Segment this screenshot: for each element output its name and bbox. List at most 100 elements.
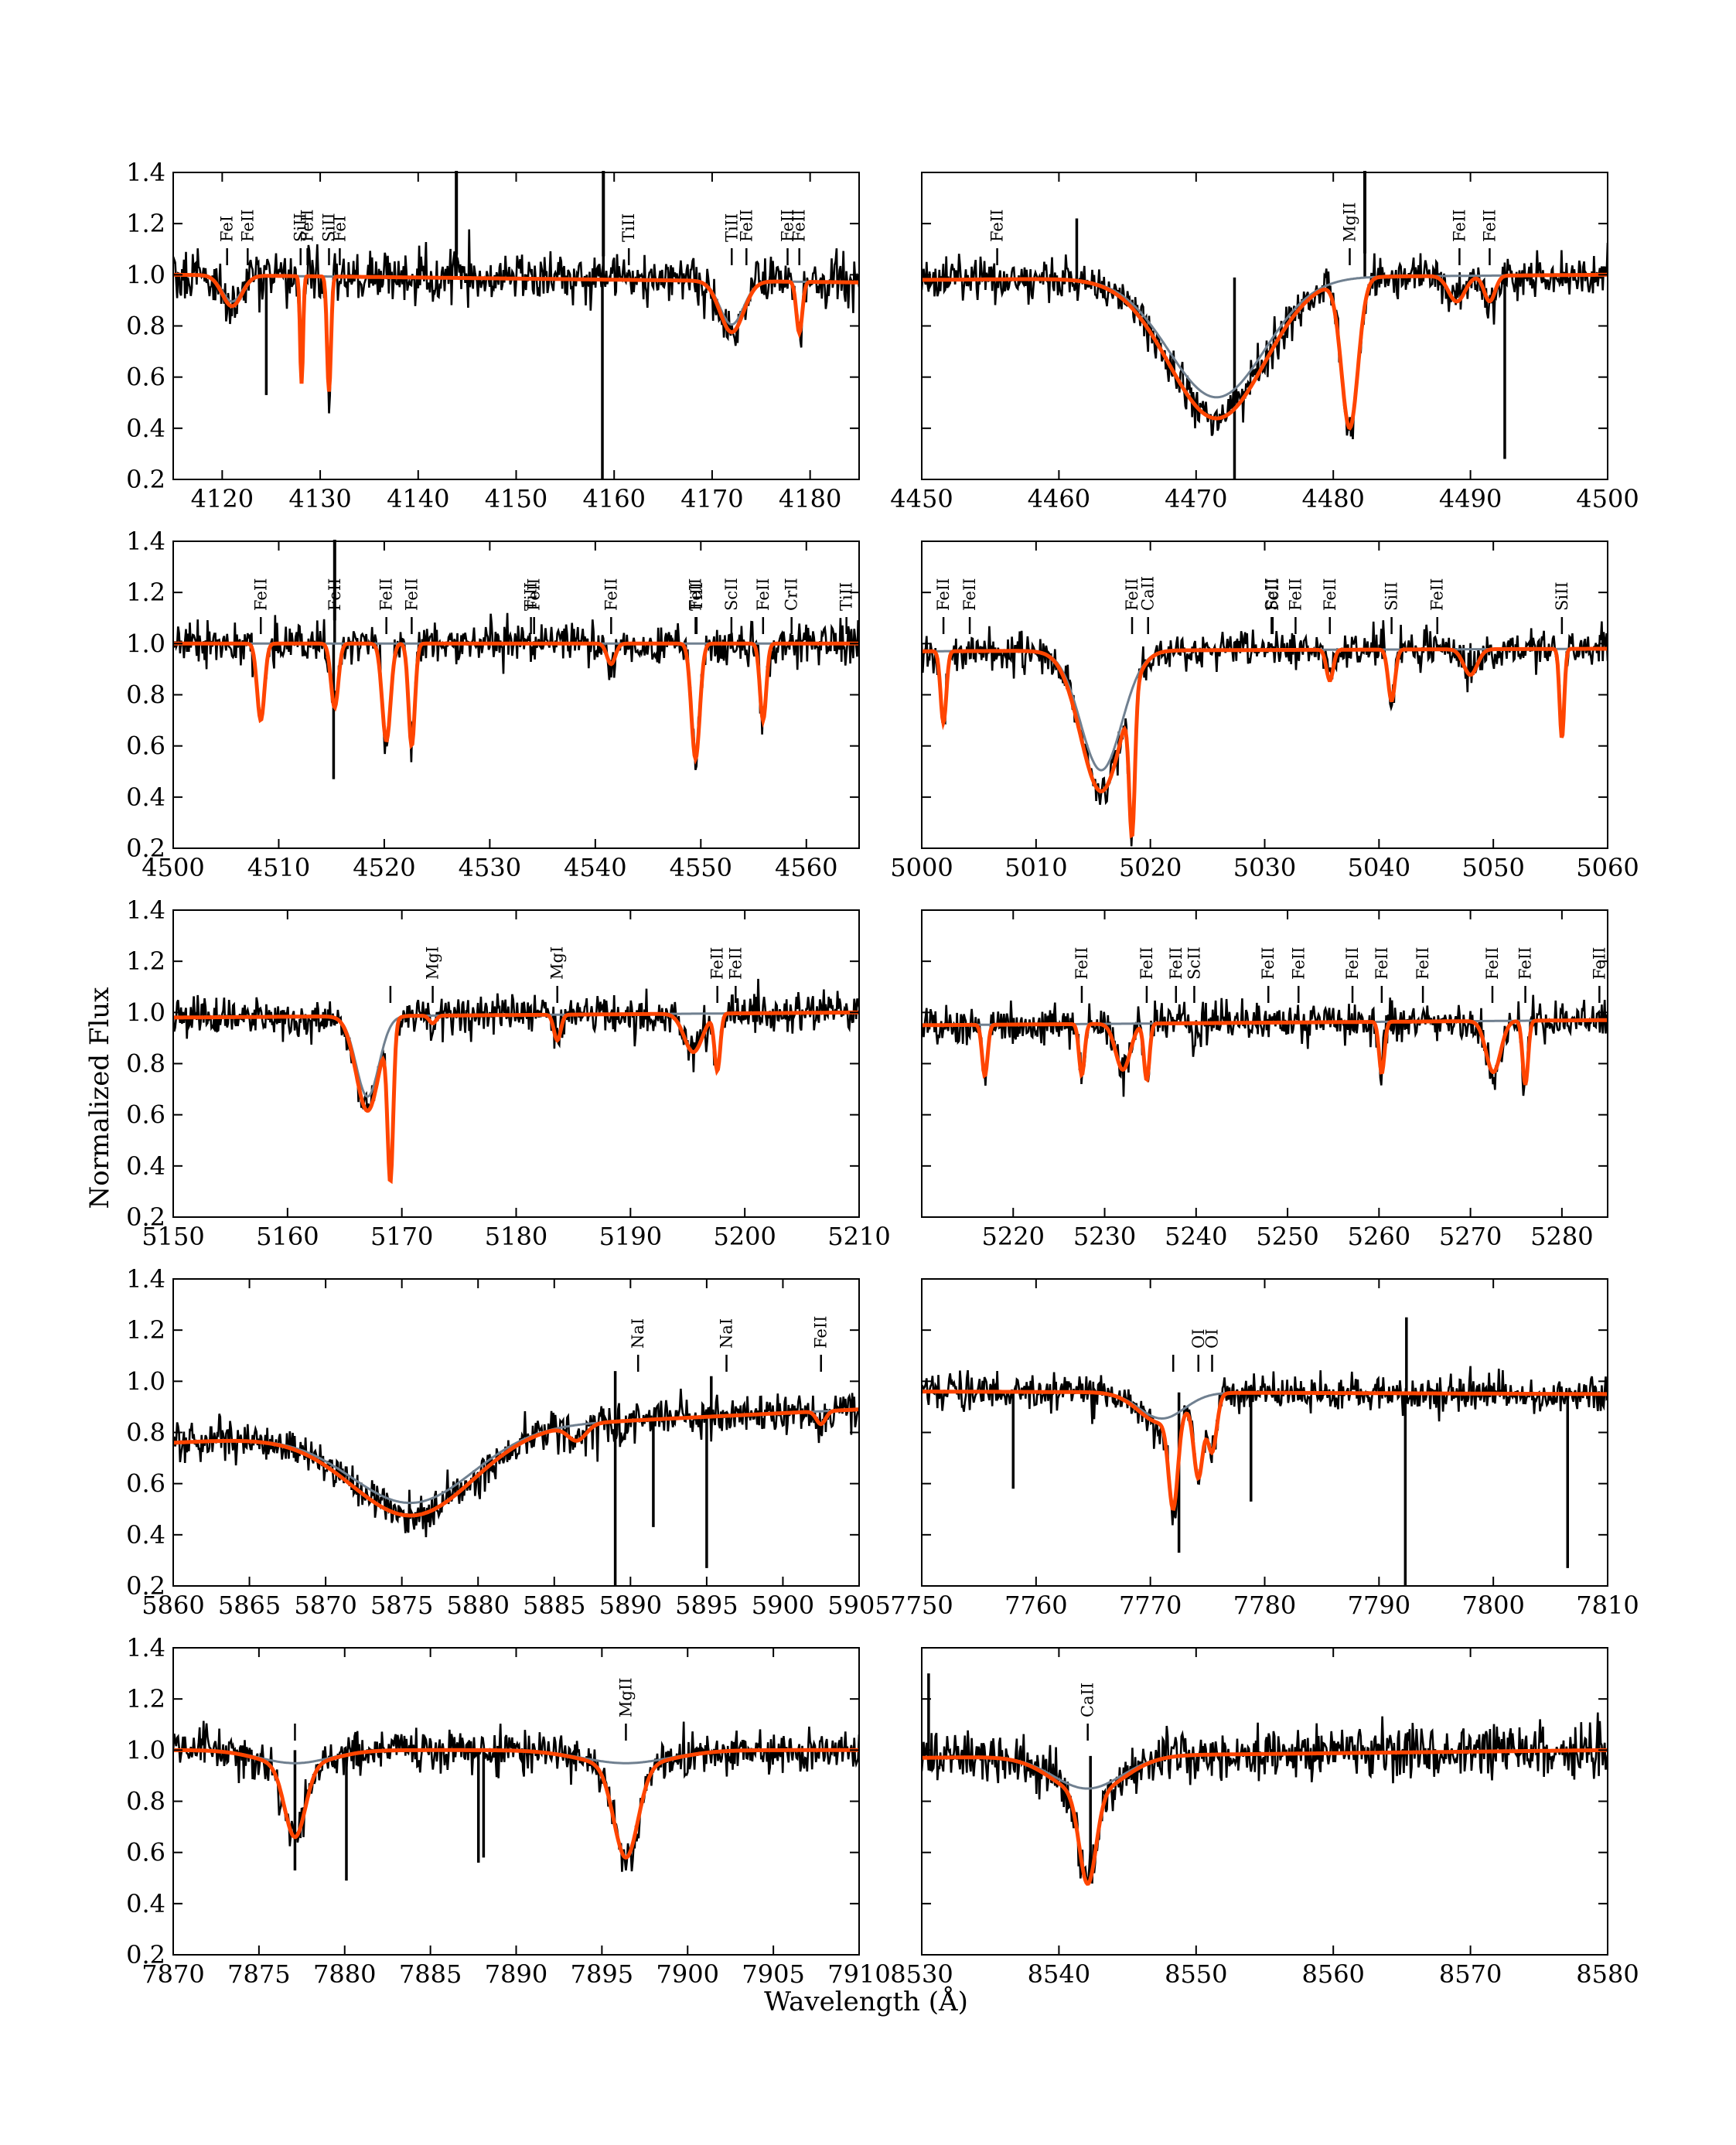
x-tick-label: 4510: [247, 853, 310, 882]
x-tick-label: 5260: [1348, 1222, 1410, 1251]
x-tick-label: 4180: [779, 484, 841, 513]
x-tick-label: 5150: [142, 1222, 204, 1251]
x-tick-label: 7800: [1461, 1591, 1524, 1620]
line-id-label: ScII: [1185, 946, 1203, 980]
x-tick-label: 8580: [1576, 1959, 1639, 1989]
model-full-line: [173, 1010, 859, 1185]
y-tick-label: 0.2: [126, 1571, 165, 1601]
line-id-label: CrII: [783, 578, 801, 611]
line-id-label: FeII: [1073, 947, 1091, 980]
line-id-label: FeII: [1167, 947, 1185, 980]
line-id-label: MgI: [548, 946, 567, 980]
y-axis-title: Normalized Flux: [84, 987, 115, 1209]
y-tick-label: 0.2: [126, 1940, 165, 1969]
line-id-label: MgII: [1340, 202, 1359, 242]
x-tick-label: 5040: [1348, 853, 1410, 882]
line-id-label: TiII: [522, 582, 541, 611]
line-id-label: FeII: [1289, 947, 1308, 980]
line-id-label: FeII: [812, 1316, 830, 1349]
line-id-label: FeII: [1450, 210, 1468, 242]
y-tick-label: 1.0: [126, 1366, 165, 1396]
line-id-label: FeII: [298, 210, 317, 242]
observed-spectrum: [922, 994, 1608, 1097]
observed-spectrum: [922, 620, 1608, 847]
axes-frame: [921, 1278, 1608, 1587]
x-tick-label: 5180: [485, 1222, 547, 1251]
axes-frame: [172, 1647, 860, 1956]
observed-spectrum: [173, 1388, 859, 1538]
y-tick-label: 0.8: [126, 1049, 165, 1079]
x-tick-label: 4170: [680, 484, 743, 513]
spectrum-panel-10: 8530 8540 8550 8560 8570 8580 CaII: [890, 1647, 1639, 1989]
spectrum-panel-3: 0.2 0.4 0.6 0.8 1.0 1.2 1.4 4500 4510 4520 4530 454…: [126, 527, 860, 882]
x-tick-label: 5170: [370, 1222, 433, 1251]
y-tick-label: 0.6: [126, 1100, 165, 1130]
x-tick-label: 8550: [1165, 1959, 1227, 1989]
line-id-label: TiII: [837, 582, 856, 611]
y-tick-label: 1.2: [126, 578, 165, 607]
model-full-line: [922, 272, 1608, 431]
y-tick-label: 1.0: [126, 629, 165, 658]
x-tick-label: 5865: [218, 1591, 281, 1620]
x-tick-label: 4560: [775, 853, 837, 882]
spectrum-panel-7: 0.2 0.4 0.6 0.8 1.0 1.2 1.4 5860 5865 5870 5875 588…: [126, 1264, 891, 1620]
line-id-label: FeII: [726, 947, 745, 980]
model-full-line: [922, 646, 1608, 839]
x-tick-label: 4530: [459, 853, 521, 882]
spectrum-panel-1: 0.2 0.4 0.6 0.8 1.0 1.2 1.4 4120 4130 4140 4150 416…: [126, 158, 860, 513]
model-full-line: [173, 1748, 859, 1860]
x-tick-label: 5875: [370, 1591, 433, 1620]
line-id-label: FeII: [1343, 947, 1362, 980]
observed-spectrum: [922, 242, 1608, 440]
x-tick-label: 4470: [1165, 484, 1227, 513]
x-tick-label: 4500: [142, 853, 204, 882]
x-tick-label: 4540: [564, 853, 626, 882]
series-group: [922, 620, 1608, 847]
line-id-label: NaI: [718, 1318, 736, 1349]
line-id-label: FeII: [1373, 947, 1391, 980]
x-tick-label: 5905: [827, 1591, 890, 1620]
panel-grid: 0.2 0.4 0.6 0.8 1.0 1.2 1.4 4120 4130 4140 4150 416…: [126, 158, 1639, 1989]
x-tick-label: 5220: [982, 1222, 1045, 1251]
x-tick-label: 8530: [890, 1959, 953, 1989]
observed-spectrum: [173, 1720, 859, 1872]
x-tick-label: 4450: [890, 484, 953, 513]
x-tick-label: 4460: [1028, 484, 1090, 513]
x-tick-label: 5270: [1439, 1222, 1502, 1251]
line-id-label: FeII: [377, 578, 396, 611]
axes-frame: [921, 1647, 1608, 1956]
line-id-label: ScII: [722, 578, 741, 611]
line-id-label: TiII: [722, 213, 741, 242]
line-id-label: FeII: [525, 578, 544, 611]
x-tick-label: 4130: [288, 484, 351, 513]
observed-spectrum: [922, 1366, 1608, 1526]
x-tick-label: 7790: [1348, 1591, 1410, 1620]
x-tick-label: 4140: [387, 484, 449, 513]
line-id-label: FeII: [778, 210, 796, 242]
line-id-label: FeII: [1286, 578, 1305, 611]
series-group: [173, 978, 859, 1185]
y-tick-label: 1.4: [126, 158, 165, 187]
x-tick-label: 7810: [1576, 1591, 1639, 1620]
line-id-label: FeII: [988, 210, 1007, 242]
model-full-line: [922, 1748, 1608, 1886]
y-tick-label: 0.6: [126, 731, 165, 761]
x-tick-label: 5880: [447, 1591, 510, 1620]
line-id-label: CaII: [1079, 1683, 1097, 1717]
x-tick-label: 5030: [1233, 853, 1296, 882]
model-full-line: [173, 272, 859, 392]
axes-frame: [172, 172, 860, 480]
line-id-label: FeII: [708, 947, 727, 980]
line-id-label: TiII: [687, 582, 706, 611]
x-tick-label: 5885: [523, 1591, 585, 1620]
x-tick-label: 4480: [1301, 484, 1364, 513]
line-id-label: SiII: [1553, 581, 1571, 611]
observed-spectrum: [173, 612, 859, 771]
y-tick-label: 0.6: [126, 1838, 165, 1867]
series-group: [922, 994, 1608, 1097]
line-id-label: MgI: [424, 946, 442, 980]
y-tick-label: 0.2: [126, 465, 165, 494]
series-group: [173, 1720, 859, 1881]
